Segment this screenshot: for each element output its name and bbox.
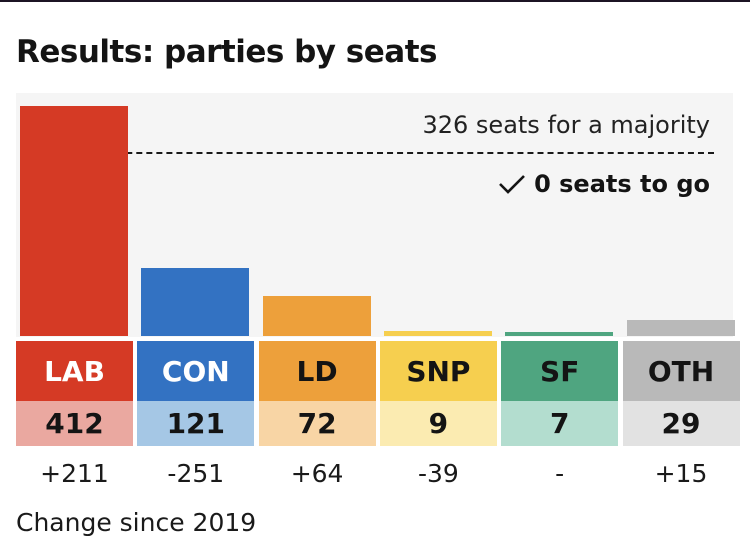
seats-to-go-text: 0 seats to go — [534, 170, 710, 198]
check-icon — [499, 175, 525, 194]
party-label-sf: SF — [501, 341, 619, 401]
seat-change-sf: - — [555, 458, 565, 488]
majority-line — [36, 152, 714, 154]
chart-panel — [16, 93, 733, 337]
party-label-oth: OTH — [622, 341, 740, 401]
seat-change-lab: +211 — [40, 458, 109, 488]
party-label-con: CON — [137, 341, 255, 401]
party-label-ld: LD — [258, 341, 376, 401]
party-label-lab: LAB — [16, 341, 133, 401]
seat-count-ld: 72 — [258, 401, 376, 446]
seat-count-con: 121 — [137, 401, 255, 446]
majority-label: 326 seats for a majority — [422, 111, 710, 139]
seat-change-con: -251 — [167, 458, 225, 488]
bar-sf — [505, 332, 614, 336]
party-label-snp: SNP — [379, 341, 497, 401]
bar-con — [141, 268, 250, 336]
seat-count-lab: 412 — [16, 401, 133, 446]
seat-count-snp: 9 — [379, 401, 497, 446]
seat-count-oth: 29 — [622, 401, 740, 446]
bar-ld — [262, 295, 371, 336]
bar-lab — [20, 106, 128, 336]
seat-change-snp: -39 — [417, 458, 459, 488]
seat-change-oth: +15 — [654, 458, 708, 488]
seat-count-sf: 7 — [501, 401, 619, 446]
seats-to-go: 0 seats to go — [498, 170, 710, 198]
top-border — [0, 0, 750, 2]
seat-change-ld: +64 — [290, 458, 344, 488]
page-title: Results: parties by seats — [16, 34, 437, 70]
footnote: Change since 2019 — [16, 508, 257, 537]
bar-snp — [383, 330, 492, 336]
bar-oth — [626, 319, 735, 336]
